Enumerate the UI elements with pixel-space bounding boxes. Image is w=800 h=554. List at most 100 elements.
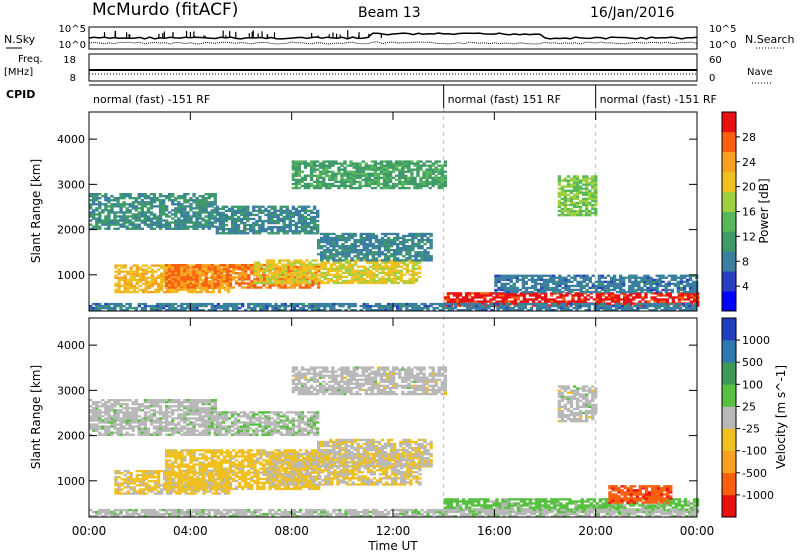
echo-cell	[241, 266, 245, 269]
echo-cell	[122, 219, 126, 222]
echo-cell	[159, 280, 164, 284]
echo-cell	[312, 180, 317, 184]
echo-cell	[290, 277, 294, 281]
echo-cell	[135, 282, 139, 286]
echo-cell	[340, 178, 344, 182]
echo-cell	[469, 306, 473, 310]
echo-cell	[545, 302, 549, 306]
echo-cell	[198, 278, 202, 281]
echo-cell	[104, 193, 108, 196]
echo-cell	[615, 286, 620, 290]
echo-cell	[381, 261, 385, 264]
echo-cell	[429, 255, 433, 258]
echo-cell	[284, 265, 288, 268]
echo-cell	[648, 302, 652, 306]
echo-cell	[273, 211, 277, 215]
echo-cell	[636, 302, 640, 306]
echo-cell	[247, 282, 251, 285]
echo-cell	[165, 225, 169, 228]
echo-cell	[671, 298, 676, 301]
echo-cell	[628, 280, 632, 284]
echo-cell	[137, 217, 141, 220]
echo-cell	[284, 269, 288, 272]
echo-cell	[247, 266, 251, 269]
echo-cell	[308, 277, 312, 281]
echo-cell	[437, 172, 441, 175]
echo-cell	[536, 288, 541, 292]
echo-cell	[213, 306, 217, 310]
echo-cell	[335, 236, 339, 240]
echo-cell	[135, 272, 139, 275]
echo-cell	[550, 292, 554, 295]
echo-cell	[575, 193, 580, 196]
echo-cell	[195, 304, 199, 308]
echo-cell	[117, 284, 121, 288]
echo-cell	[110, 219, 114, 222]
echo-cell	[174, 268, 178, 271]
echo-cell	[306, 226, 311, 229]
echo-cell	[399, 309, 403, 312]
echo-cell	[89, 215, 93, 218]
echo-cell	[98, 227, 102, 230]
echo-cell	[417, 232, 421, 236]
echo-cell	[334, 180, 338, 184]
echo-cell	[299, 279, 303, 283]
echo-cell	[246, 213, 250, 217]
echo-cell	[247, 306, 251, 310]
echo-cell	[314, 266, 318, 269]
echo-cell	[655, 278, 659, 282]
echo-cell	[665, 300, 669, 303]
echo-cell	[429, 242, 433, 246]
echo-cell	[226, 286, 231, 290]
echo-cell	[478, 302, 482, 306]
echo-cell	[291, 160, 296, 163]
echo-cell	[420, 245, 424, 248]
echo-cell	[594, 212, 598, 215]
echo-cell	[189, 219, 193, 222]
echo-cell	[425, 168, 429, 171]
echo-cell	[122, 304, 126, 308]
echo-cell	[159, 274, 164, 277]
echo-cell	[669, 309, 673, 312]
echo-cell	[175, 290, 179, 294]
echo-cell	[396, 253, 400, 256]
echo-cell	[627, 304, 631, 308]
echo-cell	[302, 279, 306, 283]
echo-cell	[347, 236, 351, 240]
echo-cell	[456, 309, 461, 312]
echo-cell	[645, 306, 649, 310]
echo-cell	[670, 282, 675, 286]
echo-cell	[646, 290, 650, 294]
echo-cell	[216, 306, 221, 310]
echo-cell	[379, 170, 384, 173]
echo-cell	[560, 189, 565, 192]
echo-cell	[347, 279, 352, 283]
echo-cell	[265, 275, 270, 279]
echo-cell	[276, 213, 280, 217]
echo-cell	[414, 261, 419, 264]
echo-cell	[624, 309, 628, 312]
echo-cell	[256, 269, 261, 272]
echo-cell	[380, 306, 385, 310]
echo-cell	[171, 266, 175, 269]
echo-cell	[320, 238, 324, 242]
echo-cell	[417, 234, 421, 238]
echo-cell	[306, 209, 311, 213]
echo-cell	[575, 177, 580, 180]
echo-cell	[113, 197, 117, 200]
echo-cell	[326, 267, 330, 270]
echo-cell	[309, 221, 314, 225]
echo-cell	[312, 207, 317, 211]
echo-cell	[574, 300, 578, 303]
echo-cell	[138, 280, 143, 284]
echo-cell	[201, 227, 205, 230]
echo-cell	[443, 174, 448, 177]
echo-cell	[407, 170, 411, 173]
echo-cell	[195, 309, 199, 312]
echo-cell	[437, 182, 441, 186]
echo-cell	[429, 238, 433, 242]
echo-cell	[92, 209, 96, 212]
echo-cell	[347, 249, 351, 252]
echo-cell	[171, 286, 175, 289]
echo-cell	[431, 164, 435, 167]
